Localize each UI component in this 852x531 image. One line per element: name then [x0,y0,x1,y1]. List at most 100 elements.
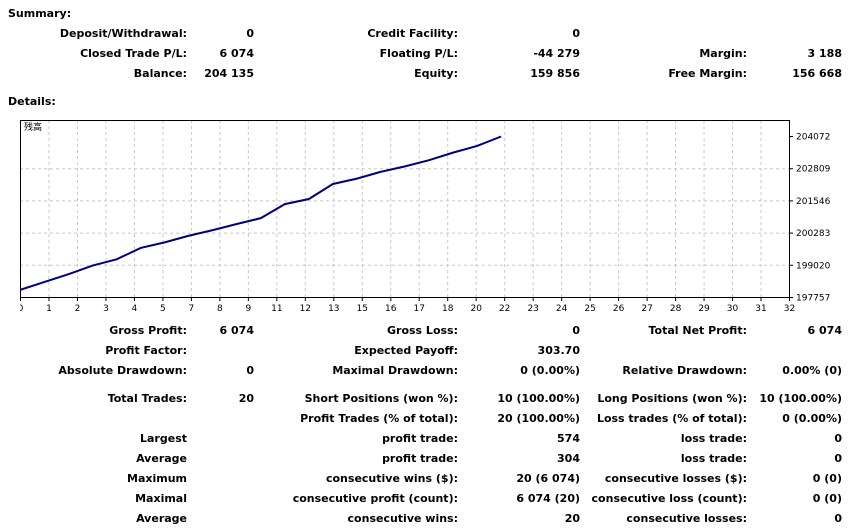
y-tick-label: 204072 [796,133,830,143]
profit-trades-value: 20 (100.00%) [497,412,580,425]
relative-drawdown-label: Relative Drawdown: [622,364,747,377]
average-label: Average [136,452,187,465]
x-tick-label: 30 [727,304,739,314]
maximum-consecutive-losses-label: consecutive losses ($): [604,472,747,485]
deposit-withdrawal-value: 0 [246,27,254,40]
maximum-consecutive-wins-label: consecutive wins ($): [325,472,458,485]
closed-trade-pl-value: 6 074 [219,47,254,60]
maximal-consecutive-profit-label: consecutive profit (count): [292,492,458,505]
average-consecutive-wins-value: 20 [564,512,580,525]
loss-trades-value: 0 (0.00%) [782,412,842,425]
x-tick-label: 22 [499,304,510,314]
x-tick-label: 20 [470,304,482,314]
x-tick-label: 24 [556,304,568,314]
maximum-label: Maximum [127,472,187,485]
closed-trade-pl-label: Closed Trade P/L: [80,47,187,60]
credit-facility-value: 0 [572,27,580,40]
deposit-withdrawal-label: Deposit/Withdrawal: [59,27,187,40]
x-tick-label: 25 [584,304,595,314]
balance-chart: 残高 0 1 2 3 4 5 7 8 9 11 12 13 15 16 17 18 20 22 23 24 25 26 27… [20,120,830,320]
gross-profit-value: 6 074 [219,324,254,337]
maximum-consecutive-losses-value: 0 (0) [812,472,842,485]
x-tick-label: 9 [245,304,251,314]
maximal-label: Maximal [135,492,187,505]
maximum-consecutive-wins-value: 20 (6 074) [516,472,580,485]
x-tick-label: 13 [328,304,339,314]
total-trades-value: 20 [238,392,254,405]
x-tick-label: 29 [698,304,710,314]
maximal-consecutive-profit-value: 6 074 (20) [516,492,580,505]
equity-label: Equity: [414,67,458,80]
x-tick-label: 0 [20,304,24,314]
x-tick-label: 26 [613,304,625,314]
gross-loss-label: Gross Loss: [387,324,458,337]
x-tick-label: 28 [670,304,682,314]
x-tick-label: 3 [103,304,109,314]
absolute-drawdown-value: 0 [246,364,254,377]
free-margin-value: 156 668 [792,67,842,80]
average-consecutive-label: Average [136,512,187,525]
free-margin-label: Free Margin: [668,67,747,80]
expected-payoff-label: Expected Payoff: [354,344,458,357]
relative-drawdown-value: 0.00% (0) [782,364,842,377]
x-tick-label: 17 [414,304,425,314]
margin-value: 3 188 [807,47,842,60]
chart-legend: 残高 [24,121,42,133]
balance-value: 204 135 [204,67,254,80]
total-trades-label: Total Trades: [107,392,187,405]
total-net-profit-label: Total Net Profit: [648,324,748,337]
average-loss-trade-value: 0 [834,452,842,465]
balance-chart-svg: 残高 0 1 2 3 4 5 7 8 9 11 12 13 15 16 17 18 20 22 23 24 25 26 27… [20,120,830,314]
margin-label: Margin: [699,47,747,60]
x-tick-label: 15 [357,304,368,314]
x-tick-label: 23 [527,304,538,314]
y-tick-label: 201546 [796,197,830,207]
maximal-consecutive-loss-value: 0 (0) [812,492,842,505]
maximal-drawdown-value: 0 (0.00%) [520,364,580,377]
gross-loss-value: 0 [572,324,580,337]
x-tick-label: 11 [271,304,282,314]
y-tick-label: 197757 [796,294,830,304]
absolute-drawdown-label: Absolute Drawdown: [58,364,187,377]
average-loss-trade-label: loss trade: [680,452,747,465]
average-consecutive-wins-label: consecutive wins: [347,512,458,525]
largest-label: Largest [140,432,187,445]
largest-loss-trade-label: loss trade: [680,432,747,445]
credit-facility-label: Credit Facility: [367,27,458,40]
y-tick-label: 202809 [796,165,830,175]
x-tick-label: 4 [132,304,138,314]
maximal-drawdown-label: Maximal Drawdown: [332,364,458,377]
long-positions-label: Long Positions (won %): [597,392,747,405]
long-positions-value: 10 (100.00%) [759,392,842,405]
y-tick-label: 200283 [796,229,830,239]
largest-profit-trade-label: profit trade: [382,432,458,445]
summary-heading: Summary: [8,7,72,20]
largest-loss-trade-value: 0 [834,432,842,445]
balance-series-line [20,135,502,291]
x-tick-label: 8 [217,304,223,314]
gross-profit-label: Gross Profit: [109,324,187,337]
x-tick-label: 1 [46,304,52,314]
x-tick-label: 2 [75,304,81,314]
average-profit-trade-value: 304 [557,452,580,465]
x-tick-label: 5 [160,304,166,314]
x-tick-label: 31 [755,304,766,314]
short-positions-value: 10 (100.00%) [497,392,580,405]
x-tick-label: 7 [189,304,195,314]
total-net-profit-value: 6 074 [807,324,842,337]
maximal-consecutive-loss-label: consecutive loss (count): [591,492,747,505]
x-tick-label: 16 [385,304,397,314]
equity-value: 159 856 [530,67,580,80]
y-tick-label: 199020 [796,261,830,271]
profit-trades-label: Profit Trades (% of total): [300,412,458,425]
x-tick-label: 12 [300,304,311,314]
chart-plot-area [20,120,790,298]
average-consecutive-losses-value: 0 [834,512,842,525]
x-tick-label: 32 [784,304,795,314]
balance-label: Balance: [133,67,187,80]
average-consecutive-losses-label: consecutive losses: [626,512,747,525]
floating-pl-label: Floating P/L: [379,47,458,60]
short-positions-label: Short Positions (won %): [304,392,458,405]
floating-pl-value: -44 279 [533,47,580,60]
x-tick-label: 27 [641,304,652,314]
